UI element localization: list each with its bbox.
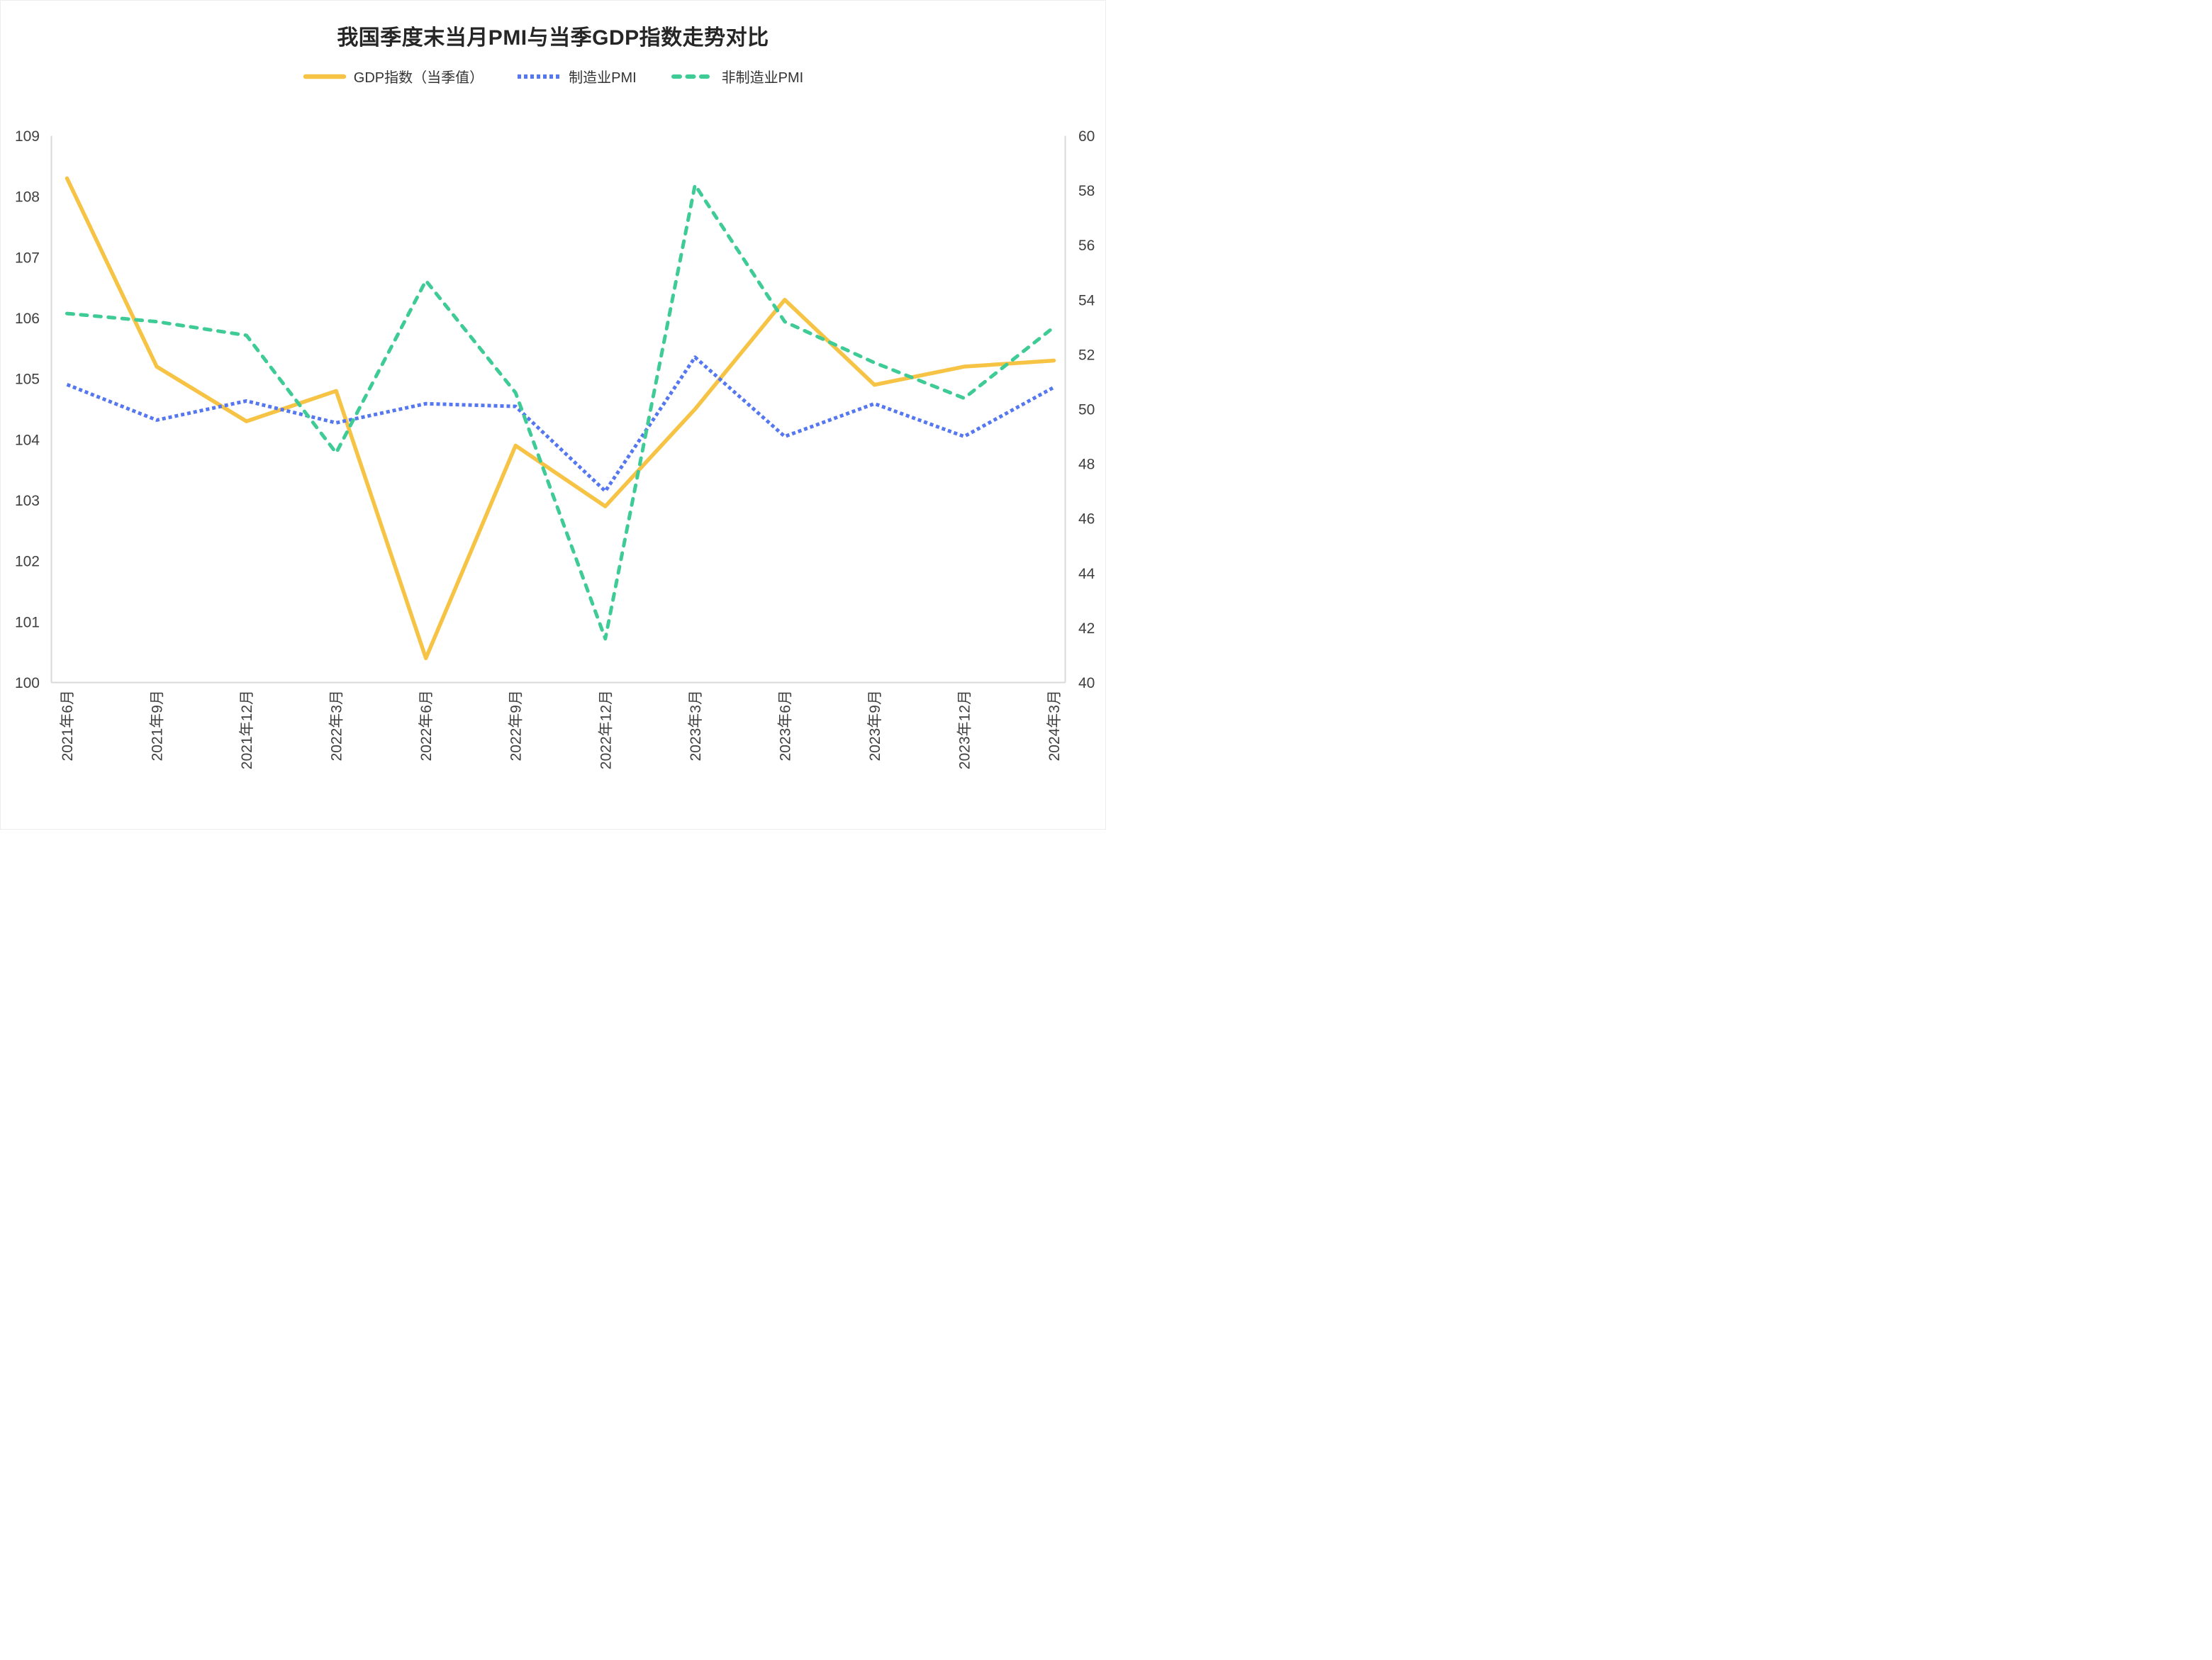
right-axis-tick-label: 48	[1078, 457, 1095, 473]
x-axis-label: 2022年3月	[329, 690, 345, 761]
left-axis-tick-label: 109	[15, 128, 40, 145]
left-axis-tick-label: 106	[15, 311, 40, 327]
x-axis-label: 2022年9月	[508, 690, 525, 761]
legend-item-gdp-index[interactable]: GDP指数（当季值）	[303, 66, 484, 87]
chart-legend: GDP指数（当季值） 制造业PMI 非制造业PMI	[0, 66, 1106, 87]
x-axis-label: 2021年6月	[60, 690, 76, 761]
legend-item-non-manufacturing-pmi[interactable]: 非制造业PMI	[671, 66, 804, 87]
left-axis-tick-label: 107	[15, 250, 40, 266]
left-axis-tick-label: 103	[15, 493, 40, 509]
legend-swatch-dotted-line-icon	[518, 72, 562, 81]
plot-area: 109 108 107 106 105 104 103 102 101 100 60 58 56 54 52…	[15, 128, 1095, 769]
right-axis-tick-label: 56	[1078, 238, 1095, 254]
legend-label-manufacturing-pmi: 制造业PMI	[569, 70, 637, 86]
x-axis-label: 2023年6月	[777, 690, 793, 761]
x-axis-label: 2023年9月	[867, 690, 883, 761]
left-axis-tick-label: 104	[15, 432, 40, 448]
x-axis-label: 2021年9月	[150, 690, 166, 761]
series-line-non-manufacturing-pmi	[65, 183, 1056, 641]
series-line-manufacturing-pmi	[66, 355, 1055, 494]
x-axis-label: 2022年6月	[418, 690, 435, 761]
x-axis-label: 2023年3月	[688, 690, 704, 761]
left-axis-tick-label: 108	[15, 189, 40, 206]
left-axis-tick-label: 102	[15, 554, 40, 570]
right-axis-tick-label: 44	[1078, 566, 1095, 582]
legend-swatch-dashed-line-icon	[671, 72, 715, 81]
right-axis-tick-label: 46	[1078, 511, 1095, 528]
right-axis-tick-label: 52	[1078, 347, 1095, 363]
x-axis-label: 2024年3月	[1046, 690, 1063, 761]
right-axis-tick-label: 40	[1078, 675, 1095, 691]
x-axis-label: 2023年12月	[956, 690, 973, 769]
series-line-gdp-index	[65, 176, 1056, 660]
legend-label-gdp-index: GDP指数（当季值）	[353, 70, 484, 86]
chart-card: 我国季度末当月PMI与当季GDP指数走势对比 GDP指数（当季值） 制造业PMI…	[0, 0, 1106, 830]
right-axis-tick-label: 58	[1078, 183, 1095, 199]
legend-item-manufacturing-pmi[interactable]: 制造业PMI	[518, 66, 637, 87]
legend-label-non-manufacturing-pmi: 非制造业PMI	[721, 70, 804, 86]
x-axis-label: 2021年12月	[239, 690, 255, 769]
right-axis-tick-label: 60	[1078, 128, 1095, 145]
right-axis-tick-label: 54	[1078, 292, 1095, 308]
left-axis-tick-label: 100	[15, 675, 40, 691]
left-axis-tick-label: 101	[15, 614, 40, 630]
x-axis-label: 2022年12月	[598, 690, 614, 769]
chart-title: 我国季度末当月PMI与当季GDP指数走势对比	[337, 26, 769, 50]
left-axis-tick-label: 105	[15, 372, 40, 388]
legend-swatch-solid-line-icon	[303, 72, 347, 81]
right-axis-tick-label: 50	[1078, 402, 1095, 418]
right-axis-tick-label: 42	[1078, 620, 1095, 637]
